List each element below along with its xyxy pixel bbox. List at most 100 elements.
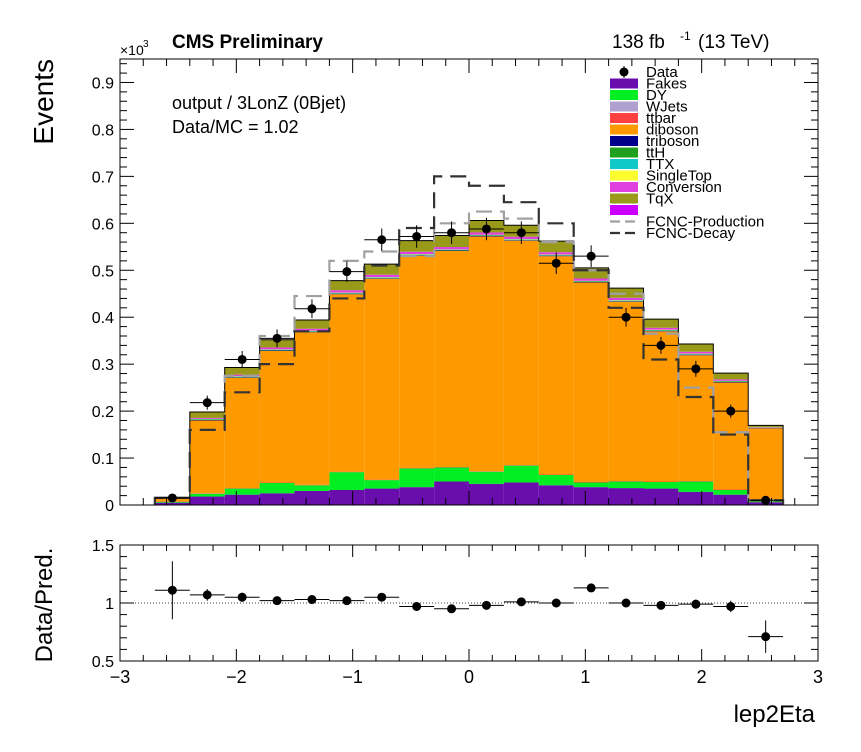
legend-label-diboson: diboson xyxy=(646,122,699,139)
data-point-12 xyxy=(586,251,596,261)
x-tick-label-2: −1 xyxy=(342,667,363,687)
legend-entry-dy: DY xyxy=(610,87,667,104)
data-point-14 xyxy=(656,340,666,350)
ratio-point-12 xyxy=(586,583,596,593)
data-point-17 xyxy=(761,495,771,505)
ratio-y-axis-title: Data/Pred. xyxy=(31,548,58,663)
data-point-0 xyxy=(167,493,177,503)
bar-dy-13 xyxy=(608,481,644,489)
data-mc-annotation: Data/MC = 1.02 xyxy=(172,117,299,137)
bar-conversion-15 xyxy=(678,351,714,354)
data-point-11 xyxy=(551,258,561,268)
bar-dy-2 xyxy=(224,488,260,495)
bar-tqx-17 xyxy=(748,425,784,428)
legend-entry-wjets: WJets xyxy=(610,99,688,116)
legend-swatch-tth xyxy=(610,147,638,158)
data-point-5 xyxy=(342,267,352,277)
bar-tqx-16 xyxy=(713,373,749,380)
bar-diboson-17 xyxy=(748,428,784,502)
legend-entry-fcnc-decay: FCNC-Decay xyxy=(610,225,736,242)
bar-fakes-13 xyxy=(608,488,644,505)
legend-entry-triboson: triboson xyxy=(610,133,699,150)
bar-dy-7 xyxy=(399,468,435,488)
bar-tqx-2 xyxy=(224,367,260,375)
legend-swatch-singletop xyxy=(610,170,638,181)
x-tick-label-0: −3 xyxy=(110,667,131,687)
y-tick-label-5: 0.5 xyxy=(92,263,114,280)
legend-label-fakes: Fakes xyxy=(646,76,687,93)
legend: DataFakesDYWJetsttbardibosontribosonttHT… xyxy=(610,64,764,242)
x10-exponent-base: ×10 xyxy=(120,42,144,58)
legend-label-singletop: SingleTop xyxy=(646,168,712,185)
ratio-point-11 xyxy=(551,598,561,608)
main-plot: 0 0.1 0.2 0.3 0.4 0.5 0.6 0.7 0.8 0.9 Events outp… xyxy=(28,58,819,515)
bar-fakes-3 xyxy=(259,493,295,505)
legend-label-ttbar: ttbar xyxy=(646,110,676,127)
data-point-1 xyxy=(202,398,212,408)
lumi-value: 138 fb xyxy=(612,32,665,53)
bar-tqx-12 xyxy=(573,268,609,279)
y-tick-label-1: 0.1 xyxy=(92,451,114,468)
bar-conversion-12 xyxy=(573,278,609,281)
main-axes: 0 0.1 0.2 0.3 0.4 0.5 0.6 0.7 0.8 0.9 xyxy=(92,59,819,515)
x-tick-label-1: −2 xyxy=(226,667,247,687)
legend-swatch-tqx xyxy=(610,193,638,204)
bar-diboson-2 xyxy=(224,377,260,489)
data-point-16 xyxy=(726,406,736,416)
ratio-point-1 xyxy=(202,590,212,600)
bar-tqx-11 xyxy=(538,241,574,253)
bar-diboson-6 xyxy=(364,278,400,480)
bar-fakes-16 xyxy=(713,494,749,505)
bar-conversion-5 xyxy=(329,290,365,293)
bar-dy-5 xyxy=(329,472,365,490)
legend-label-tqx: TqX xyxy=(646,191,674,208)
ratio-y-tick-label-2: 1.5 xyxy=(92,538,114,555)
legend-swatch-fakes xyxy=(610,78,638,89)
bar-fakes-7 xyxy=(399,487,435,505)
legend-label-dy: DY xyxy=(646,87,667,104)
region-annotation: output / 3LonZ (0Bjet) xyxy=(172,93,346,113)
ratio-points xyxy=(154,561,784,653)
legend-label-data: Data xyxy=(646,64,678,81)
bar-tqx-4 xyxy=(294,320,330,329)
legend-label-wjets: WJets xyxy=(646,99,688,116)
legend-label-ttx: TTX xyxy=(646,156,674,173)
ratio-point-5 xyxy=(342,596,352,606)
bar-dy-3 xyxy=(259,482,295,494)
data-point-2 xyxy=(237,354,247,364)
bar-tqx-15 xyxy=(678,344,714,352)
ratio-y-tick-label-0: 0.5 xyxy=(92,654,114,671)
bar-diboson-4 xyxy=(294,332,330,485)
bar-diboson-3 xyxy=(259,351,295,483)
ratio-point-3 xyxy=(272,596,282,606)
x-axis-title: lep2Eta xyxy=(734,701,816,728)
bar-diboson-9 xyxy=(469,236,504,472)
legend-swatch-triboson xyxy=(610,136,638,146)
legend-label-tth: ttH xyxy=(646,145,665,162)
y-tick-label-4: 0.4 xyxy=(92,310,114,327)
x-tick-label-6: 3 xyxy=(813,667,823,687)
ratio-axes: 0.5 1 1.5 −3 −2 −1 0 1 2 3 xyxy=(92,538,823,687)
bar-fakes-6 xyxy=(364,488,400,505)
bar-tqx-13 xyxy=(608,288,644,298)
x10-exponent-power: 3 xyxy=(143,39,149,50)
bar-conversion-3 xyxy=(259,347,295,350)
legend-entry-ttbar: ttbar xyxy=(610,110,676,127)
experiment-label: CMS Preliminary xyxy=(172,32,323,53)
y-tick-label-9: 0.9 xyxy=(92,75,114,92)
y-tick-label-2: 0.2 xyxy=(92,404,114,421)
bar-diboson-7 xyxy=(399,255,435,468)
legend-entry-conversion: Conversion xyxy=(610,179,722,196)
bar-conversion-1 xyxy=(189,417,225,419)
bar-conversion-4 xyxy=(294,328,330,331)
ratio-point-0 xyxy=(167,585,177,595)
legend-swatch-ttx xyxy=(610,159,638,169)
bar-fakes-11 xyxy=(538,485,574,505)
lumi-exponent: -1 xyxy=(680,29,691,43)
y-tick-label-0: 0 xyxy=(105,498,114,515)
data-point-13 xyxy=(621,312,631,322)
ratio-point-14 xyxy=(656,600,666,610)
ratio-point-2 xyxy=(237,592,247,602)
ratio-point-4 xyxy=(307,595,317,605)
ratio-point-13 xyxy=(621,598,631,608)
